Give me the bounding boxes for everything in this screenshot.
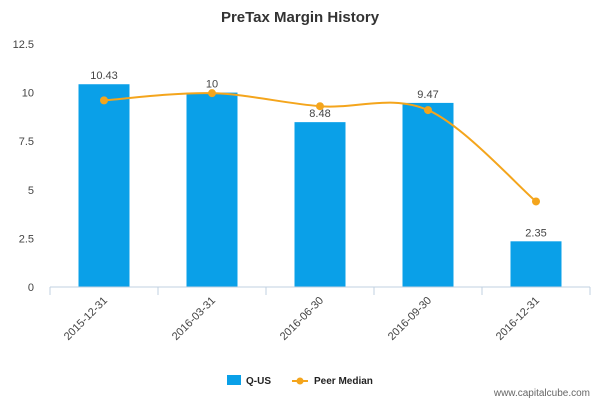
x-tick-label: 2016-06-30 <box>278 295 326 343</box>
legend: Q-US Peer Median <box>227 375 373 387</box>
legend-marker-peer-median <box>296 377 304 385</box>
bar-data-label: 2.35 <box>525 227 546 239</box>
bar-data-label: 8.48 <box>309 108 330 120</box>
legend-label-q-us: Q-US <box>246 376 271 387</box>
legend-swatch-q-us <box>227 375 241 385</box>
y-tick-label: 0 <box>28 282 34 294</box>
peer-median-point <box>100 96 108 105</box>
y-tick-label: 10 <box>22 88 34 100</box>
y-tick-label: 12.5 <box>13 39 34 51</box>
bar <box>186 92 238 287</box>
y-tick-label: 2.5 <box>19 233 34 245</box>
peer-median-point <box>532 197 540 206</box>
x-tick-label: 2016-03-31 <box>170 295 218 343</box>
bar-series <box>78 84 562 287</box>
chart-title: PreTax Margin History <box>221 9 380 26</box>
x-tick-label: 2015-12-31 <box>62 295 110 343</box>
peer-median-point <box>208 89 216 98</box>
y-axis-ticks: 0 2.5 5 7.5 10 12.5 <box>13 39 34 294</box>
bar-data-labels: 10.43 10 8.48 9.47 2.35 <box>90 70 546 239</box>
peer-median-point <box>316 102 324 111</box>
bar <box>402 102 454 287</box>
watermark: www.capitalcube.com <box>493 388 590 399</box>
x-tick-label: 2016-12-31 <box>494 295 542 343</box>
legend-label-peer-median: Peer Median <box>314 376 373 387</box>
x-tick-label: 2016-09-30 <box>386 295 434 343</box>
bar <box>510 241 562 287</box>
bar-data-label: 9.47 <box>417 89 438 101</box>
x-axis-labels: 2015-12-31 2016-03-31 2016-06-30 2016-09-30… <box>62 295 542 343</box>
peer-median-point <box>424 106 432 115</box>
y-tick-label: 7.5 <box>19 136 34 148</box>
bar <box>294 122 346 287</box>
peer-median-series <box>100 89 540 206</box>
bar <box>78 84 130 287</box>
x-axis-tick-marks <box>49 287 591 295</box>
y-tick-label: 5 <box>28 185 34 197</box>
bar-data-label: 10.43 <box>90 70 118 82</box>
bar-data-label: 10 <box>206 79 218 91</box>
